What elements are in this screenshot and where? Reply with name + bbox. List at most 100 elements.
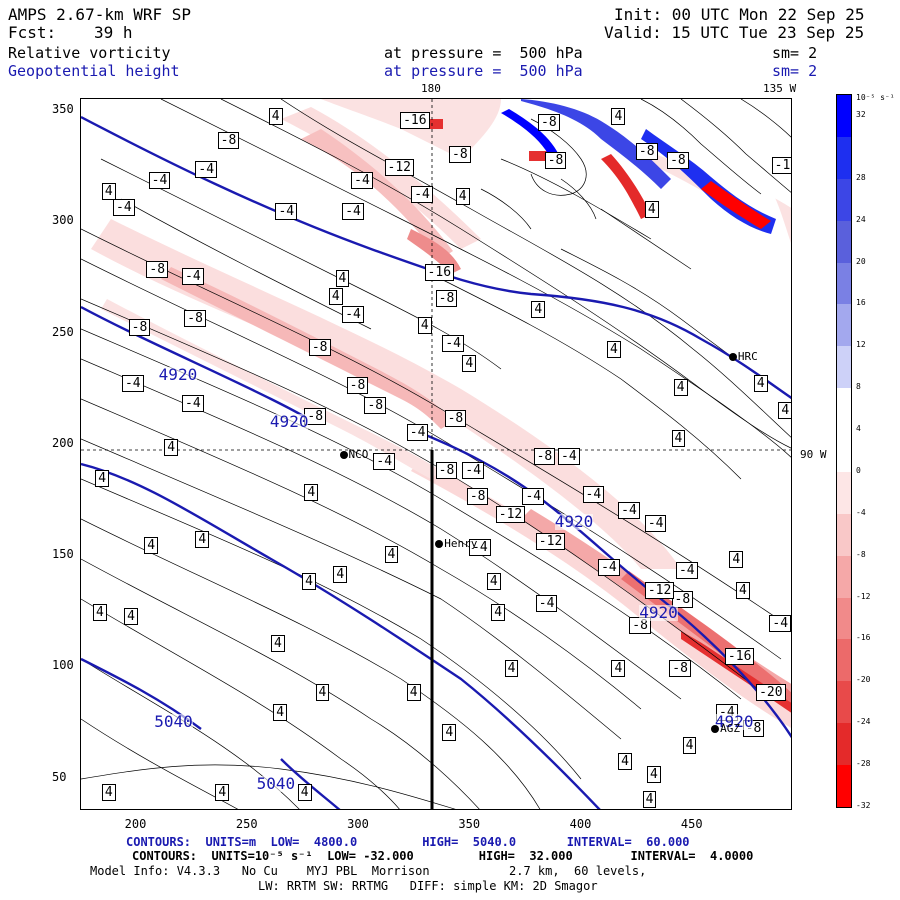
station-label: NCO — [348, 448, 369, 461]
field1-level: at pressure = 500 hPa — [384, 44, 583, 62]
colorbar-label: -24 — [856, 717, 871, 727]
vorticity-contour-label: 4 — [753, 374, 768, 392]
vorticity-contour-label: -4 — [113, 199, 135, 217]
vorticity-contour-label: 4 — [273, 704, 288, 722]
vorticity-contour-label: -16 — [424, 263, 455, 281]
vorticity-contour-label: 4 — [315, 684, 330, 702]
colorbar-segment — [837, 471, 851, 515]
vorticity-contour-label: -4 — [195, 161, 218, 179]
vorticity-contour-label: -4 — [442, 334, 464, 352]
colorbar-segment — [837, 388, 851, 431]
vorticity-contour-label: -8 — [346, 377, 369, 395]
vorticity-contour-label: -4 — [558, 448, 580, 466]
height-contour-label: 4920 — [269, 411, 309, 431]
forecast-hour: 39 h — [94, 23, 133, 42]
vorticity-contour-label: -12 — [644, 581, 675, 599]
vorticity-contour-label: -8 — [308, 339, 331, 357]
station-label: Henry — [444, 537, 478, 550]
vorticity-contour-label: -4 — [644, 514, 667, 532]
colorbar-label: -8 — [856, 549, 866, 559]
vorticity-contour-label: 4 — [333, 566, 348, 584]
height-contour-info: CONTOURS: UNITS=m LOW= 4800.0 HIGH= 5040… — [126, 835, 690, 849]
vorticity-contour-label: -8 — [128, 319, 151, 337]
vorticity-contour-label: -8 — [466, 488, 489, 506]
vorticity-contour-label: -4 — [121, 374, 144, 392]
field2-smoothing: sm= 2 — [772, 62, 818, 80]
colorbar-segment — [837, 597, 851, 640]
vorticity-contour-label: 4 — [462, 354, 477, 372]
vorticity-contour-label: -12 — [535, 532, 566, 550]
vorticity-contour-label: -8 — [671, 590, 694, 608]
colorbar-label: -16 — [856, 633, 871, 643]
vorticity-contour-label: 4 — [302, 572, 316, 590]
vorticity-contour-label: -4 — [373, 452, 396, 470]
lon-label-135w: 135 W — [763, 82, 797, 95]
station-marker — [339, 451, 348, 459]
vorticity-map: 4-8-4-44-4-4-4-4-4-16-12-8-8-84-8-8-1244… — [80, 98, 792, 810]
vorticity-contour-label: -4 — [342, 203, 364, 221]
x-tick-label: 450 — [680, 817, 703, 831]
colorbar-segment — [837, 346, 851, 389]
height-contour-label: 5040 — [154, 712, 193, 731]
vorticity-contour-label: 4 — [297, 784, 312, 802]
vorticity-contour-label: 4 — [95, 470, 110, 488]
vorticity-contour-label: -12 — [771, 156, 791, 174]
colorbar-segment — [837, 723, 851, 766]
vorticity-contour-label: -4 — [342, 305, 364, 323]
y-tick-label: 250 — [52, 324, 74, 339]
vorticity-contour-label: 4 — [618, 753, 632, 771]
lat-lon-lines — [81, 99, 791, 809]
vorticity-contour-label: 4 — [682, 737, 697, 755]
vorticity-contour-label: 4 — [268, 107, 283, 125]
station-marker — [711, 724, 720, 733]
colorbar-label: 32 — [856, 109, 866, 119]
vorticity-contour-label: 4 — [101, 784, 116, 802]
vorticity-contour-label: -12 — [384, 158, 414, 176]
colorbar-segment — [837, 639, 851, 682]
vorticity-contour-label: -4 — [182, 268, 204, 285]
y-tick-label: 350 — [52, 102, 74, 117]
vorticity-fills — [91, 99, 791, 728]
colorbar-segment — [837, 765, 851, 808]
vorticity-contour-label: 4 — [271, 635, 285, 653]
station-label: HRC — [737, 350, 758, 364]
x-tick-label: 350 — [458, 817, 481, 831]
vorticity-contour-label: 4 — [124, 608, 138, 626]
vorticity-contour-label: 4 — [442, 724, 457, 742]
x-tick-label: 300 — [347, 817, 369, 831]
vorticity-contour-label: 4 — [406, 684, 421, 702]
colorbar-label: 28 — [856, 172, 866, 182]
x-tick-label: 400 — [569, 817, 592, 831]
vorticity-contour-label: -4 — [406, 423, 429, 441]
colorbar-label: -32 — [856, 801, 871, 810]
colorbar-segment — [837, 220, 851, 264]
vorticity-contour-label: 4 — [417, 316, 432, 334]
geopotential-height-contours — [81, 115, 791, 809]
colorbar-segment — [837, 304, 851, 347]
colorbar-segment — [837, 430, 851, 473]
vorticity-contour-label: -8 — [304, 408, 327, 426]
colorbar-label: -28 — [856, 759, 871, 769]
vorticity-contour-label: -8 — [146, 261, 169, 279]
height-contour-label: 4920 — [714, 712, 754, 731]
vorticity-contour-label: -4 — [535, 595, 558, 613]
vorticity-contour-label: 4 — [101, 183, 116, 201]
x-tick-label: 200 — [124, 817, 147, 831]
vorticity-contour-label: -4 — [522, 488, 545, 506]
vorticity-contour-label: -4 — [582, 486, 605, 504]
vorticity-contour-label: -8 — [538, 114, 560, 132]
vorticity-contour-label: 4 — [611, 107, 626, 125]
vorticity-contour-label: -8 — [669, 659, 691, 677]
field2-name: Geopotential height — [8, 62, 180, 80]
vorticity-contour-label: -8 — [667, 152, 689, 170]
init-time: Init: 00 UTC Mon 22 Sep 25 — [614, 5, 865, 24]
vorticity-contour-label: -16 — [400, 112, 430, 130]
forecast-label: Fcst: — [8, 23, 57, 42]
colorbar-label: 12 — [856, 340, 866, 350]
vorticity-contour-label: 4 — [644, 201, 659, 219]
vorticity-contour-label: -20 — [756, 684, 786, 702]
y-tick-label: 150 — [52, 547, 74, 562]
colorbar-units: 10⁻⁵ s⁻¹ — [856, 93, 895, 102]
vorticity-contour-label: -4 — [148, 172, 171, 190]
vorticity-contour-label: -4 — [351, 172, 373, 190]
